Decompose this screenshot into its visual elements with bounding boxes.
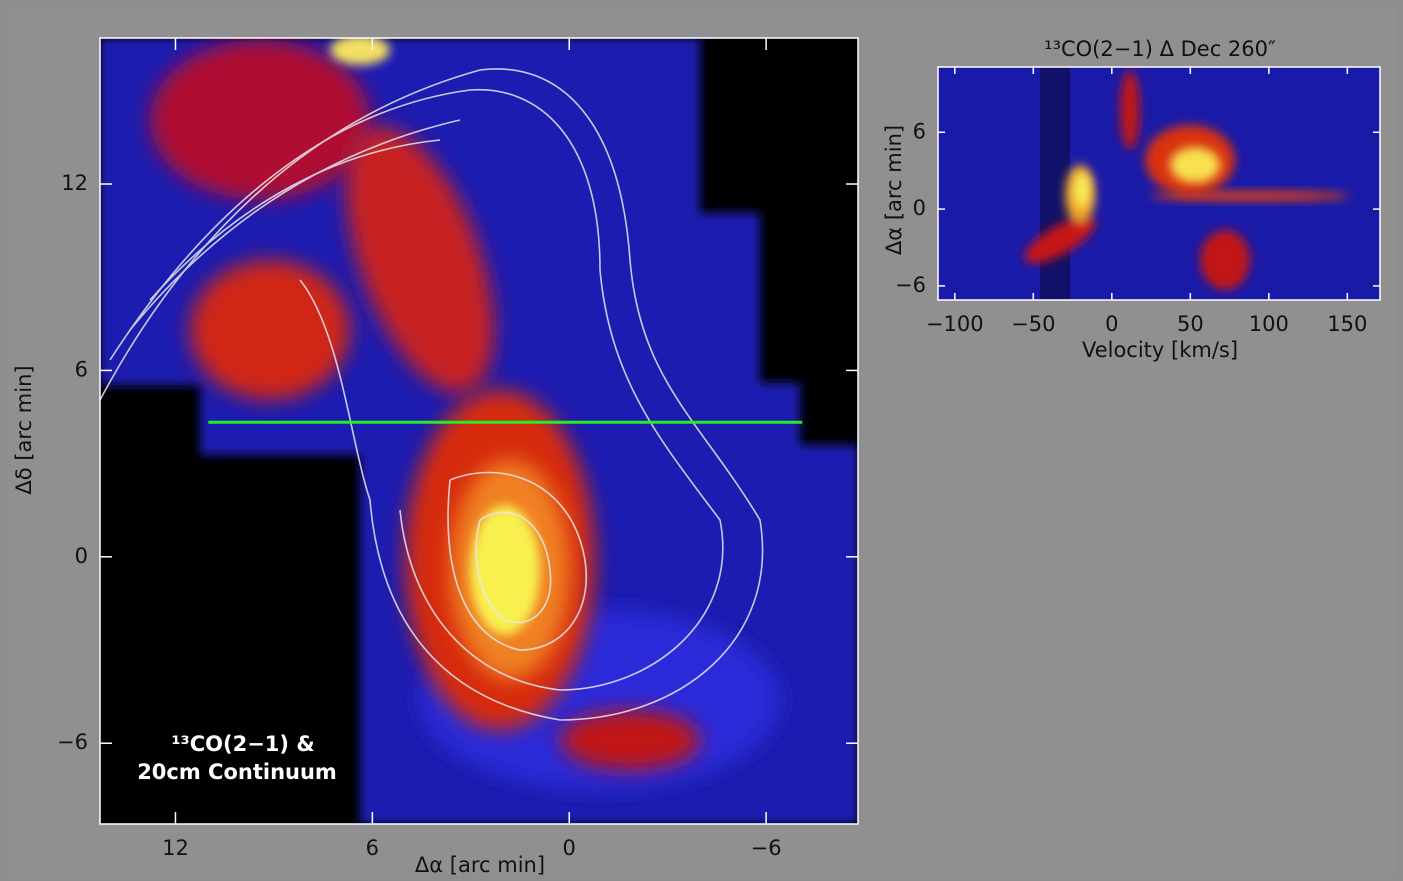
annotation: 20cm Continuum <box>137 760 337 784</box>
x-tick-label: 0 <box>563 836 576 860</box>
x-tick-label: −100 <box>926 312 984 336</box>
chart-title: ¹³CO(2−1) Δ Dec 260″ <box>1044 37 1276 61</box>
y-tick-label: 0 <box>913 196 926 220</box>
y-tick-label: 12 <box>61 171 88 195</box>
x-tick-label: 50 <box>1177 312 1204 336</box>
x-tick-label: −6 <box>751 836 782 860</box>
x-tick-label: −50 <box>1011 312 1055 336</box>
y-tick-label: −6 <box>57 730 88 754</box>
x-tick-label: 6 <box>366 836 379 860</box>
y-axis-label: Δα [arc min] <box>882 125 906 255</box>
y-tick-label: 6 <box>75 357 88 381</box>
y-axis-label: Δδ [arc min] <box>12 365 36 494</box>
page: ¹³CO(2−1) & 20cm Continuum Δα [arc min] … <box>0 0 1403 881</box>
annotation: ¹³CO(2−1) & <box>171 732 314 756</box>
y-tick-label: 0 <box>75 544 88 568</box>
y-tick-label: −6 <box>895 273 926 297</box>
map-image <box>100 35 858 824</box>
x-tick-label: 0 <box>1105 312 1118 336</box>
x-tick-label: 12 <box>162 836 189 860</box>
pv-image <box>938 67 1380 300</box>
x-tick-label: 100 <box>1249 312 1289 336</box>
x-tick-label: 150 <box>1327 312 1367 336</box>
x-axis-label: Δα [arc min] <box>415 853 545 877</box>
y-tick-label: 6 <box>913 119 926 143</box>
x-axis-label: Velocity [km/s] <box>1082 338 1238 362</box>
